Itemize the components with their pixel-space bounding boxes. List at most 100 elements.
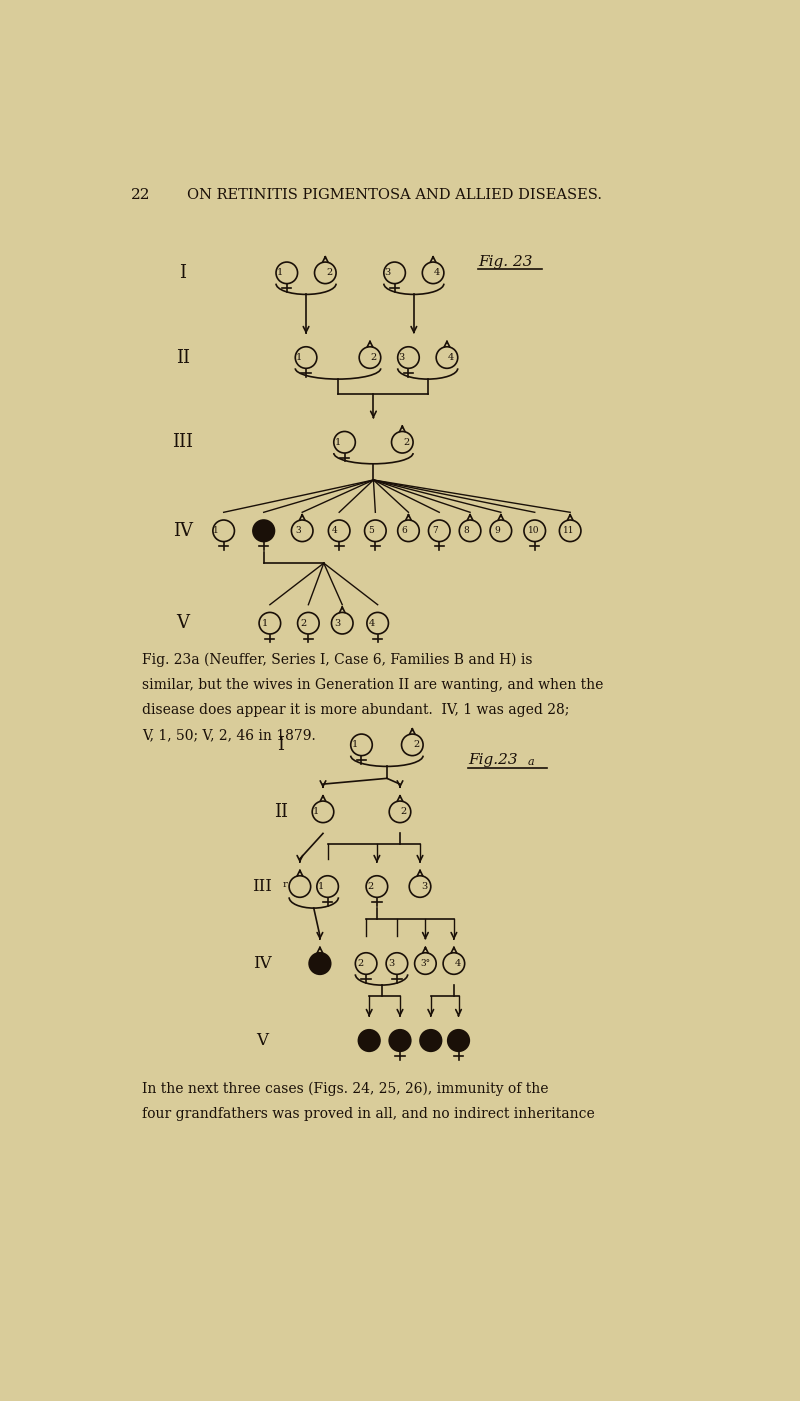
Text: 3: 3	[295, 527, 301, 535]
Circle shape	[298, 612, 319, 635]
Text: 1: 1	[262, 619, 268, 628]
Text: Fig.23: Fig.23	[468, 752, 518, 766]
Text: Fig. 23: Fig. 23	[478, 255, 532, 269]
Text: 1: 1	[351, 740, 358, 750]
Text: 3: 3	[398, 353, 405, 361]
Text: V: V	[256, 1033, 268, 1049]
Circle shape	[331, 612, 353, 635]
Text: 2: 2	[326, 268, 332, 277]
Text: 7: 7	[432, 527, 438, 535]
Text: 1: 1	[313, 807, 319, 817]
Circle shape	[291, 520, 313, 542]
Text: II: II	[176, 349, 190, 367]
Circle shape	[490, 520, 512, 542]
Circle shape	[448, 1030, 470, 1051]
Text: In the next three cases (Figs. 24, 25, 26), immunity of the: In the next three cases (Figs. 24, 25, 2…	[142, 1082, 549, 1096]
Text: II: II	[274, 803, 288, 821]
Text: 2: 2	[367, 881, 373, 891]
Text: 4: 4	[454, 958, 461, 968]
Text: 3: 3	[389, 958, 394, 968]
Text: 1: 1	[318, 881, 324, 891]
Circle shape	[398, 520, 419, 542]
Text: 3: 3	[385, 268, 391, 277]
Circle shape	[355, 953, 377, 974]
Text: Fig. 23a (Neuffer, Series I, Case 6, Families B and H) is: Fig. 23a (Neuffer, Series I, Case 6, Fam…	[142, 653, 533, 667]
Text: III: III	[172, 433, 194, 451]
Text: disease does appear it is more abundant.  IV, 1 was aged 28;: disease does appear it is more abundant.…	[142, 703, 570, 717]
Circle shape	[459, 520, 481, 542]
Circle shape	[314, 262, 336, 283]
Text: 5: 5	[369, 527, 374, 535]
Circle shape	[414, 953, 436, 974]
Circle shape	[410, 876, 430, 897]
Text: 1: 1	[334, 437, 341, 447]
Text: 2: 2	[358, 958, 364, 968]
Circle shape	[559, 520, 581, 542]
Text: V, 1, 50; V, 2, 46 in 1879.: V, 1, 50; V, 2, 46 in 1879.	[142, 729, 316, 743]
Circle shape	[391, 432, 413, 453]
Circle shape	[276, 262, 298, 283]
Text: III: III	[252, 878, 272, 895]
Circle shape	[365, 520, 386, 542]
Text: 4: 4	[459, 1035, 466, 1045]
Text: 8: 8	[463, 527, 469, 535]
Text: 4: 4	[434, 268, 440, 277]
Text: 1: 1	[310, 958, 316, 968]
Circle shape	[436, 347, 458, 368]
Text: 10: 10	[528, 527, 539, 535]
Text: 11: 11	[563, 527, 574, 535]
Circle shape	[420, 1030, 442, 1051]
Circle shape	[422, 262, 444, 283]
Text: 4: 4	[332, 527, 338, 535]
Circle shape	[398, 347, 419, 368]
Text: V: V	[176, 614, 190, 632]
Circle shape	[358, 1030, 380, 1051]
Text: a: a	[528, 757, 534, 768]
Circle shape	[366, 876, 388, 897]
Circle shape	[359, 347, 381, 368]
Circle shape	[386, 953, 408, 974]
Circle shape	[312, 801, 334, 822]
Text: 2: 2	[370, 353, 377, 361]
Circle shape	[443, 953, 465, 974]
Text: similar, but the wives in Generation II are wanting, and when the: similar, but the wives in Generation II …	[142, 678, 603, 692]
Circle shape	[317, 876, 338, 897]
Text: I: I	[179, 263, 186, 282]
Text: ON RETINITIS PIGMENTOSA AND ALLIED DISEASES.: ON RETINITIS PIGMENTOSA AND ALLIED DISEA…	[186, 188, 602, 202]
Circle shape	[524, 520, 546, 542]
Circle shape	[429, 520, 450, 542]
Text: 4: 4	[448, 353, 454, 361]
Text: 3: 3	[334, 619, 340, 628]
Circle shape	[289, 876, 310, 897]
Circle shape	[309, 953, 330, 974]
Text: 1: 1	[296, 353, 302, 361]
Text: 1: 1	[359, 1035, 366, 1045]
Text: 2: 2	[403, 437, 410, 447]
Circle shape	[350, 734, 372, 755]
Circle shape	[334, 432, 355, 453]
Text: 9: 9	[494, 527, 500, 535]
Text: 22: 22	[131, 188, 150, 202]
Circle shape	[259, 612, 281, 635]
Text: I: I	[277, 736, 284, 754]
Text: 2: 2	[413, 740, 419, 750]
Circle shape	[328, 520, 350, 542]
Text: 4: 4	[369, 619, 375, 628]
Text: 3: 3	[422, 1035, 429, 1045]
Circle shape	[367, 612, 389, 635]
Text: r: r	[282, 880, 287, 890]
Circle shape	[295, 347, 317, 368]
Circle shape	[390, 1030, 410, 1051]
Text: IV: IV	[253, 955, 271, 972]
Circle shape	[213, 520, 234, 542]
Text: 3: 3	[421, 881, 427, 891]
Text: 1: 1	[213, 527, 218, 535]
Text: 2: 2	[300, 619, 306, 628]
Circle shape	[402, 734, 423, 755]
Text: 3°: 3°	[421, 958, 431, 968]
Text: 2: 2	[257, 527, 262, 535]
Text: 2: 2	[391, 1035, 398, 1045]
Text: 2: 2	[401, 807, 407, 817]
Circle shape	[253, 520, 274, 542]
Text: 6: 6	[402, 527, 407, 535]
